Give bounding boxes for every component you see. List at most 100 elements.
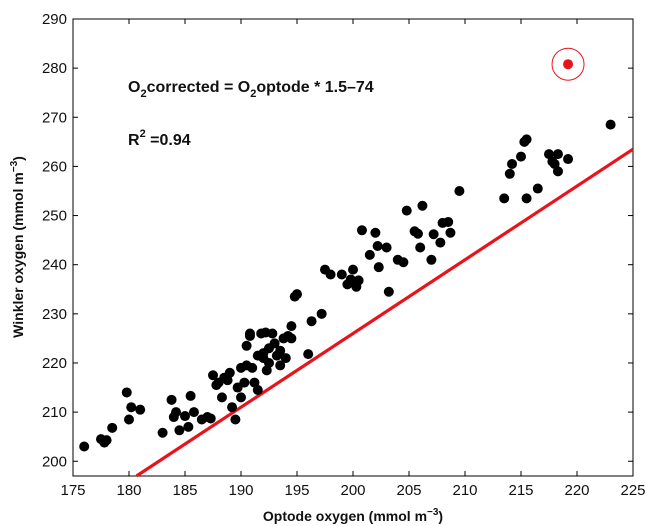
y-tick-label: 270 [42,109,67,126]
data-point [275,360,286,371]
data-point [345,274,356,285]
data-point [216,392,227,403]
data-point [504,168,515,179]
x-tick-label: 195 [284,482,309,499]
x-axis-label-text: Optode oxygen (mmol m [263,508,427,524]
y-tick-label: 280 [42,60,67,77]
data-point [445,227,456,238]
data-point [336,269,347,280]
data-point [316,308,327,319]
r2-sup: 2 [140,128,146,140]
data-point [426,254,437,265]
data-point [417,200,428,211]
data-point [174,425,185,436]
data-point [521,134,532,145]
x-tick-label: 200 [340,482,365,499]
data-point [230,414,241,425]
eq-tail: optode * 1.5–74 [256,79,373,96]
data-point [157,427,168,438]
data-point [443,216,454,227]
x-axis-ticks: 175 180 185 190 195 200 205 210 215 220 225 [60,19,646,499]
data-point [532,183,543,194]
fit-line [135,147,634,478]
data-point [239,377,250,388]
y-tick-label: 250 [42,208,67,225]
data-point [507,158,518,169]
data-point [247,362,258,373]
data-point [499,193,510,204]
data-point [348,264,358,275]
data-point [373,262,384,273]
eq-sub2: 2 [250,88,256,100]
r2-tail: =0.94 [146,132,191,149]
x-tick-label: 175 [60,482,85,499]
data-point [183,421,194,432]
y-tick-label: 220 [42,355,67,372]
eq-mid: corrected = O [147,79,251,96]
data-point [208,370,218,381]
data-point [454,185,465,196]
data-point [79,441,90,452]
data-point [171,407,182,418]
eq-o1: O [128,79,140,96]
x-tick-label: 180 [116,482,141,499]
data-point [267,328,278,339]
y-axis-label-exp: −3 [9,160,20,172]
data-point [306,316,317,327]
data-point [241,340,252,351]
data-point [166,394,177,405]
data-point [244,330,255,341]
x-tick-label: 210 [452,482,477,499]
data-point [205,413,216,424]
data-point [185,390,196,401]
data-point [552,149,563,160]
y-axis-label-close: ) [10,156,26,161]
data-point [563,154,574,165]
data-point [124,414,134,425]
data-point [516,151,526,162]
data-point [364,249,375,260]
data-point [286,321,297,332]
data-point [428,229,439,240]
data-point [521,193,532,204]
data-point [605,119,616,130]
x-tick-label: 190 [228,482,253,499]
data-point [303,349,314,360]
y-tick-label: 290 [42,11,67,28]
outlier-group [551,47,585,81]
r2-r: R [128,132,140,149]
data-point [280,353,291,364]
data-point [286,333,297,344]
data-point [236,392,246,403]
data-point [135,404,146,415]
data-point [264,357,274,368]
data-point [398,257,409,268]
x-tick-label: 215 [508,482,533,499]
y-tick-label: 210 [42,404,67,421]
x-axis-label-close: ) [438,508,443,524]
data-point [224,367,235,378]
data-point [121,387,132,398]
y-tick-label: 260 [42,158,67,175]
x-tick-label: 225 [620,482,645,499]
fit-line-group [135,147,634,478]
y-tick-label: 240 [42,257,67,274]
data-point [415,242,426,253]
data-point [353,275,364,286]
x-tick-label: 185 [172,482,197,499]
x-axis-label: Optode oxygen (mmol m−3) [263,507,443,524]
data-point [383,286,394,297]
data-point [552,166,563,177]
data-point [401,205,412,216]
data-point [227,402,238,413]
data-point [180,411,190,422]
y-axis-ticks: 200 210 220 230 240 250 260 270 280 290 [42,11,633,470]
equation-annotation: O2corrected = O2optode * 1.5–74 [128,79,374,100]
r-squared-annotation: R2 =0.94 [128,128,191,149]
x-tick-label: 205 [396,482,421,499]
eq-sub1: 2 [140,88,146,100]
data-point [356,225,367,236]
data-point [381,242,392,253]
data-point [435,237,446,248]
